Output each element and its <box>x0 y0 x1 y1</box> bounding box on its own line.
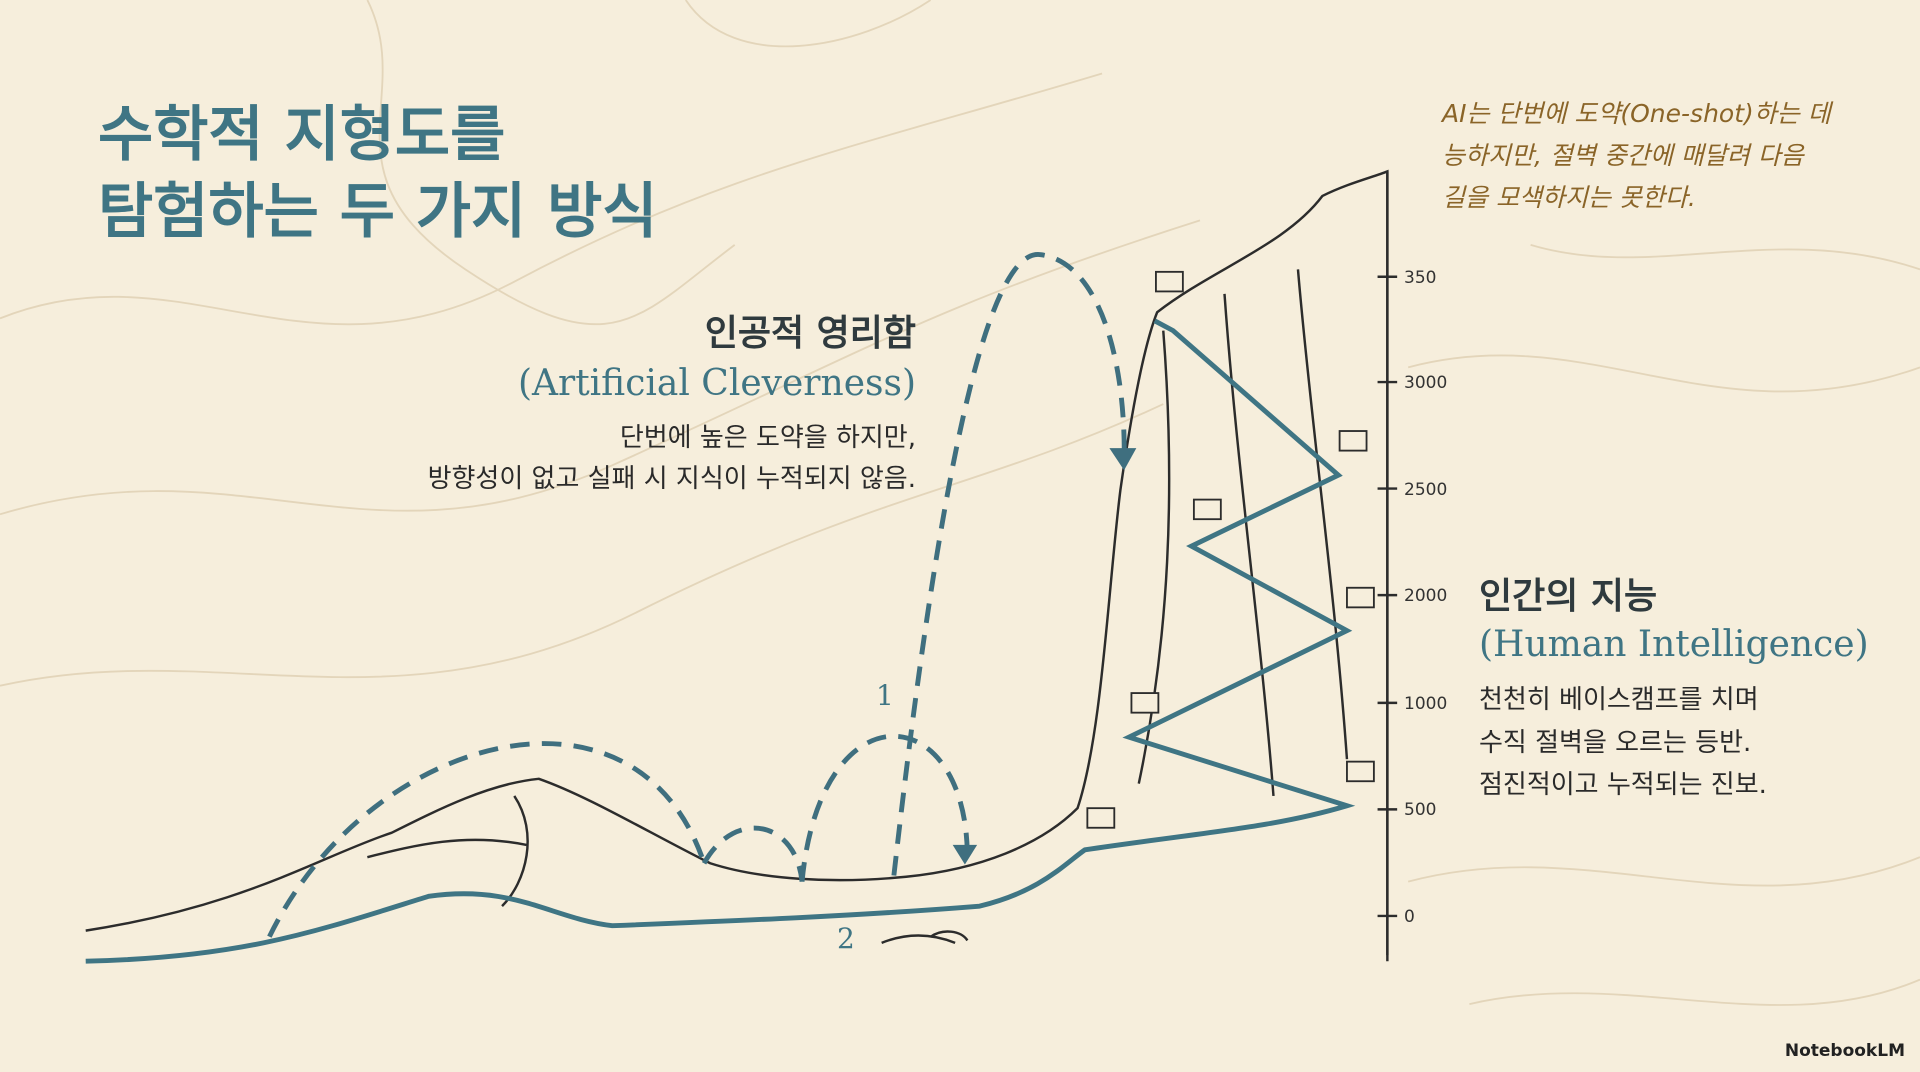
flags <box>1086 270 1375 829</box>
heading: 인간의 지능 <box>1479 576 1657 617</box>
path-label: 1 <box>876 679 894 712</box>
scale-label: 500 <box>1404 800 1436 820</box>
title-line: 수학적 지형도를 <box>98 100 505 170</box>
subheading: (Artificial Cleverness) <box>518 363 916 404</box>
contours <box>0 0 1920 1006</box>
body-line: 천천히 베이스캠프를 치며 <box>1479 685 1759 715</box>
scale-label: 2500 <box>1404 480 1447 500</box>
scale-axis <box>1377 171 1398 962</box>
brand: NotebookLM <box>1785 1041 1905 1061</box>
subheading: (Human Intelligence) <box>1479 624 1869 665</box>
illustration <box>0 0 1920 1006</box>
body-line: 단번에 높은 도약을 하지만, <box>620 423 916 453</box>
annotation-line: 능하지만, 절벽 중간에 매달려 다음 <box>1442 141 1806 170</box>
heading: 인공적 영리함 <box>705 313 916 354</box>
body-line: 점진적이고 누적되는 진보. <box>1479 770 1767 800</box>
dashed-jumps <box>267 252 1127 938</box>
title-line: 탐험하는 두 가지 방식 <box>98 177 657 247</box>
arrowheads <box>952 448 1137 865</box>
scale-label: 3000 <box>1404 373 1447 393</box>
climb-path <box>85 318 1356 964</box>
scale-label: 350 <box>1404 268 1436 288</box>
terrain <box>85 169 1389 956</box>
body-line: 방향성이 없고 실패 시 지식이 누적되지 않음. <box>428 464 916 494</box>
scale-label: 1000 <box>1404 694 1447 714</box>
scale-label: 0 <box>1404 907 1415 927</box>
body-line: 수직 절벽을 오르는 등반. <box>1479 728 1751 758</box>
scale-label: 2000 <box>1404 586 1447 606</box>
annotation-line: AI는 단번에 도약(One-shot)하는 데 <box>1440 99 1834 128</box>
annotation-line: 길을 모색하지는 못한다. <box>1442 183 1696 212</box>
path-label: 2 <box>837 922 855 955</box>
